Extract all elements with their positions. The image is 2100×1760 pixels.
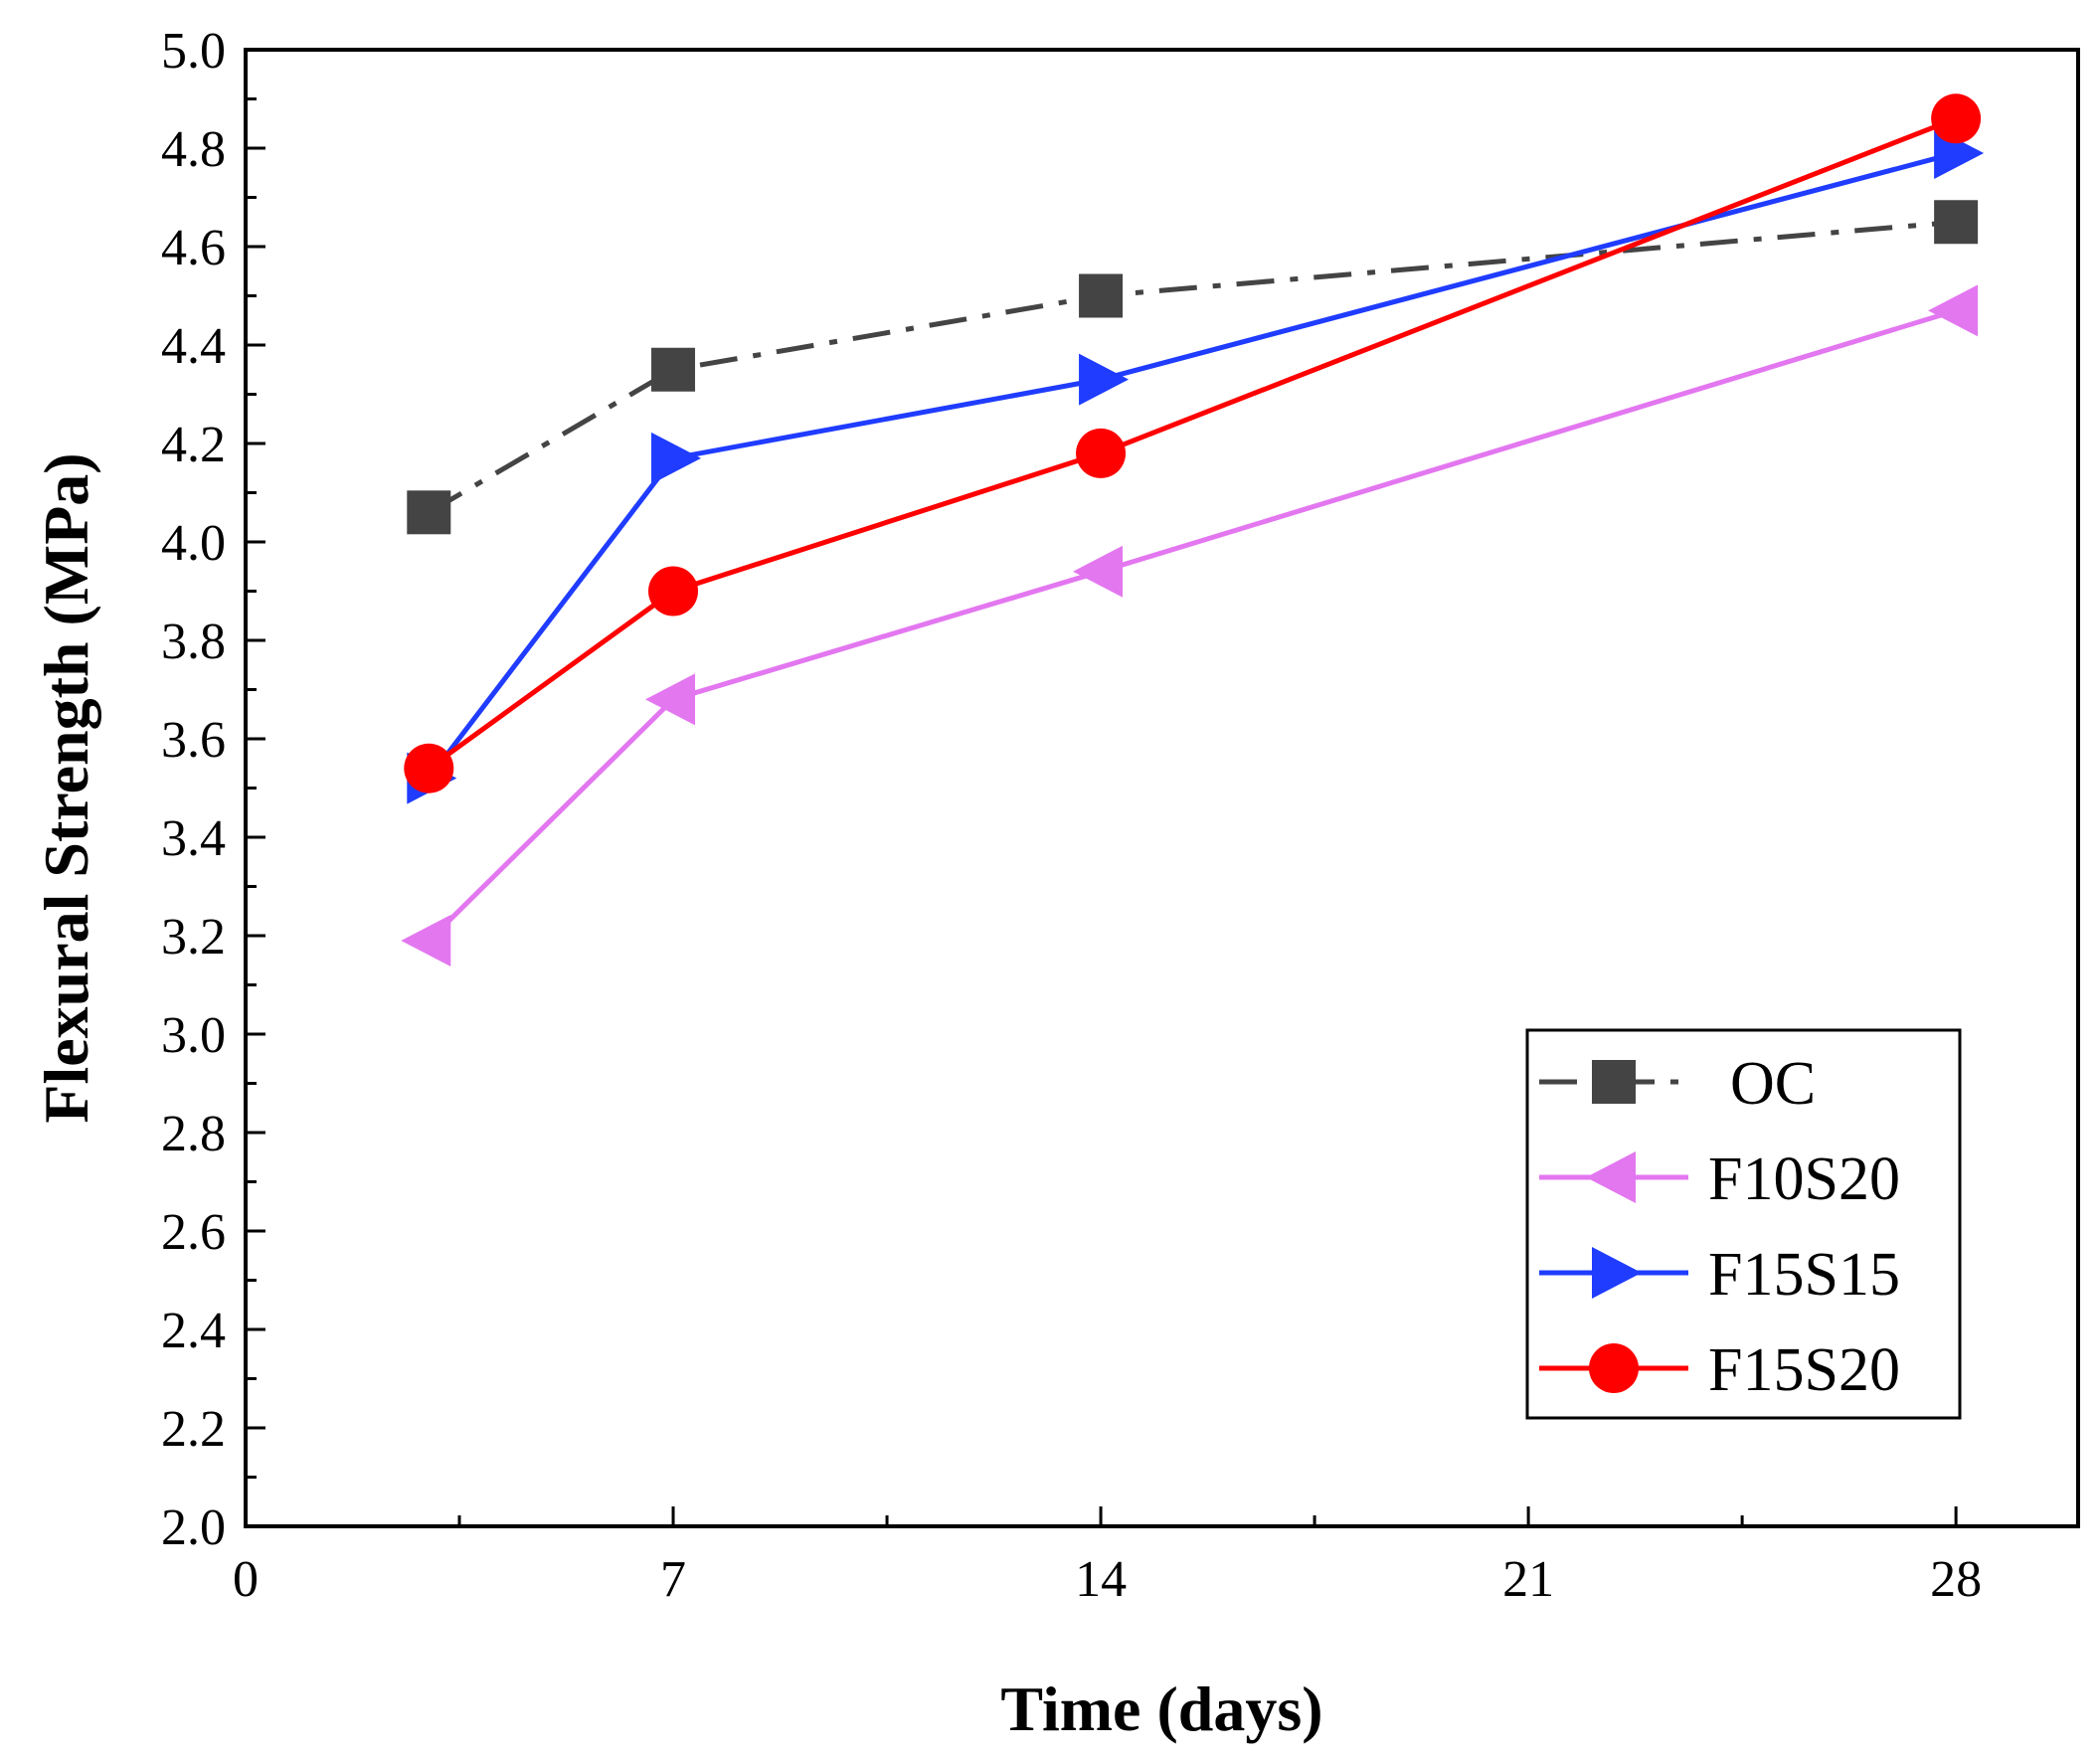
y-tick-label: 3.0 [161, 1007, 226, 1064]
series-layer [401, 93, 1985, 967]
data-point-f15s20 [404, 743, 454, 793]
data-point-f10s20 [1928, 284, 1979, 337]
series-f15s15 [407, 126, 1985, 804]
data-point-oc [1079, 273, 1124, 318]
data-point-f15s15 [1079, 353, 1130, 406]
series-line-f15s15 [427, 150, 1957, 781]
y-tick-label: 4.4 [161, 318, 226, 375]
series-line-oc [428, 219, 1957, 515]
x-tick-label: 14 [1075, 1551, 1127, 1608]
legend-item-f15s15: F15S15 [1539, 1241, 1900, 1309]
y-tick-label: 3.4 [161, 810, 226, 867]
legend-label: F15S15 [1708, 1241, 1900, 1309]
x-tick-label: 21 [1502, 1551, 1554, 1608]
legend-marker [1586, 1151, 1636, 1203]
y-tick-label: 4.8 [161, 121, 226, 178]
data-point-oc [651, 347, 696, 392]
legend-item-f15s20: F15S20 [1539, 1336, 1900, 1404]
data-point-oc [407, 490, 451, 535]
legend-marker [1589, 1343, 1639, 1393]
data-point-f15s20 [1931, 93, 1982, 144]
y-tick-label: 3.8 [161, 614, 226, 670]
legend-marker [1592, 1247, 1642, 1299]
legend: OC F10S20 F15S15 F15S20 [1525, 1028, 1962, 1420]
series-f10s20 [401, 284, 1979, 967]
y-tick-label: 2.6 [161, 1204, 226, 1261]
y-tick-label: 4.0 [161, 515, 226, 572]
plot-frame [244, 48, 2080, 1528]
data-point-f15s20 [648, 566, 699, 616]
data-point-f10s20 [401, 914, 451, 967]
data-point-oc [1934, 200, 1979, 245]
y-tick-label: 2.2 [161, 1401, 226, 1458]
y-tick-label: 4.6 [161, 220, 226, 276]
series-oc [407, 200, 1979, 535]
legend-label: OC [1730, 1050, 1816, 1118]
x-tick-label: 0 [233, 1551, 259, 1608]
data-point-f15s20 [1076, 428, 1127, 478]
y-tick-label: 3.6 [161, 712, 226, 769]
y-tick-label: 4.2 [161, 417, 226, 473]
y-tick-label: 5.0 [161, 23, 226, 80]
legend-item-oc: OC [1539, 1050, 1816, 1118]
legend-marker [1592, 1060, 1636, 1104]
series-line-f10s20 [427, 307, 1957, 943]
y-tick-label: 2.8 [161, 1106, 226, 1162]
data-point-f15s15 [651, 432, 702, 484]
data-point-f10s20 [645, 673, 696, 726]
y-tick-label: 3.2 [161, 909, 226, 966]
data-point-f10s20 [1073, 545, 1124, 598]
legend-label: F10S20 [1708, 1145, 1900, 1213]
legend-label: F15S20 [1708, 1336, 1900, 1404]
axis-ticks: 2.0 2.2 2.4 2.6 2.8 3.0 3.2 3.4 3.6 3.8 4.0 4.2 4.4 4… [161, 23, 1982, 1608]
y-tick-label: 2.0 [161, 1499, 226, 1556]
y-axis-title: Flexural Strength (MPa) [31, 452, 101, 1123]
series-f15s20 [404, 93, 1982, 793]
x-axis-title: Time (days) [1000, 1673, 1322, 1744]
series-line-f15s20 [427, 115, 1958, 771]
x-tick-label: 7 [660, 1551, 686, 1608]
x-tick-label: 28 [1930, 1551, 1982, 1608]
y-tick-label: 2.4 [161, 1303, 226, 1359]
legend-item-f10s20: F10S20 [1539, 1145, 1900, 1213]
